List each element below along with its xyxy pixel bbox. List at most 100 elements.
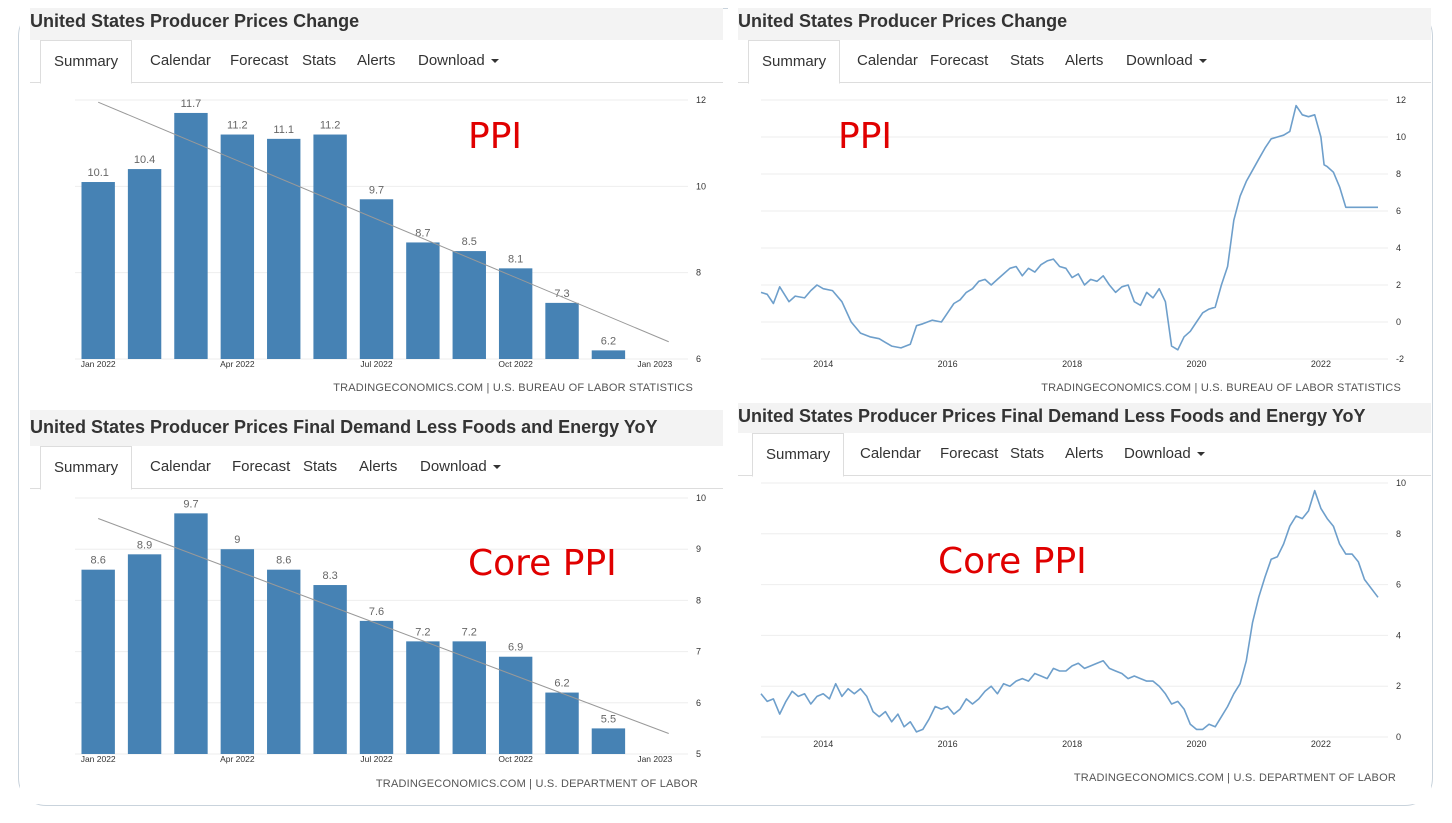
tab-label: Summary — [762, 53, 827, 70]
y-tick-label: 8 — [696, 268, 701, 278]
data-label: 8.7 — [415, 227, 430, 239]
bar — [498, 656, 533, 754]
annotation-label: PPI — [838, 116, 893, 157]
x-tick-label: 2020 — [1186, 359, 1206, 369]
x-tick-label: 2016 — [938, 359, 958, 369]
tab-bar: Summary Calendar Forecast Stats Alerts Downlo… — [30, 446, 723, 490]
tab-stats[interactable]: Stats — [1010, 40, 1044, 81]
data-label: 8.5 — [462, 236, 477, 248]
caret-down-icon — [1198, 59, 1207, 64]
tab-label: Summary — [766, 446, 831, 463]
tab-download[interactable]: Download — [418, 40, 499, 81]
tab-summary[interactable]: Summary — [40, 446, 133, 490]
tab-download[interactable]: Download — [420, 446, 501, 487]
y-tick-label: 10 — [1396, 478, 1406, 488]
tab-download[interactable]: Download — [1124, 433, 1205, 474]
bar — [452, 251, 486, 359]
bar — [406, 242, 440, 359]
y-tick-label: 2 — [1396, 681, 1401, 691]
tab-summary[interactable]: Summary — [752, 433, 845, 477]
y-tick-label: 7 — [696, 647, 701, 657]
tab-label: Stats — [302, 52, 337, 69]
series-line — [760, 489, 1379, 733]
y-tick-label: 8 — [1396, 529, 1401, 539]
tab-calendar[interactable]: Calendar — [857, 40, 918, 81]
x-tick-label: 2018 — [1062, 359, 1082, 369]
data-label: 8.1 — [508, 253, 523, 265]
source-credit[interactable]: TRADINGECONOMICS.COM | U.S. DEPARTMENT O… — [375, 778, 698, 790]
y-tick-label: 8 — [1396, 169, 1401, 179]
y-tick-label: 6 — [1396, 580, 1401, 590]
tab-alerts[interactable]: Alerts — [1065, 40, 1103, 81]
bar — [267, 569, 301, 754]
tab-bar: Summary Calendar Forecast Stats Alerts Downlo… — [738, 40, 1431, 84]
chart-line: -2 0 2 4 6 8 10 12 2014 2016 2018 2020 2022 — [760, 95, 1406, 369]
data-label: 9.7 — [369, 184, 384, 196]
annotation-label: Core PPI — [468, 543, 617, 584]
tab-label: Summary — [54, 459, 119, 476]
data-label: 11.1 — [273, 124, 294, 136]
bar — [452, 641, 486, 754]
y-tick-label: 6 — [696, 354, 701, 364]
trend-line — [97, 101, 669, 343]
tab-forecast[interactable]: Forecast — [232, 446, 290, 487]
tab-forecast[interactable]: Forecast — [230, 40, 288, 81]
bar — [174, 112, 208, 359]
y-tick-label: 10 — [696, 181, 706, 191]
source-credit[interactable]: TRADINGECONOMICS.COM | U.S. BUREAU OF LA… — [333, 382, 693, 394]
data-label: 8.9 — [137, 539, 152, 551]
bar — [267, 138, 301, 359]
tab-label: Stats — [303, 458, 338, 475]
tab-stats[interactable]: Stats — [302, 40, 336, 81]
data-label: 5.5 — [601, 713, 616, 725]
tab-summary[interactable]: Summary — [40, 40, 133, 84]
bar — [359, 199, 394, 359]
tab-alerts[interactable]: Alerts — [357, 40, 395, 81]
tab-alerts[interactable]: Alerts — [359, 446, 397, 487]
y-tick-label: 8 — [696, 595, 701, 605]
data-label: 11.2 — [227, 120, 248, 132]
chart-panel-1: United States Producer Prices Change Summ… — [20, 8, 723, 408]
tab-stats[interactable]: Stats — [1010, 433, 1044, 474]
tab-alerts[interactable]: Alerts — [1065, 433, 1103, 474]
tab-label: Download — [1126, 52, 1193, 69]
y-tick-label: 4 — [1396, 630, 1401, 640]
tab-label: Forecast — [940, 445, 999, 462]
bar — [313, 134, 347, 359]
data-label: 6.2 — [554, 678, 569, 690]
tab-label: Download — [420, 458, 487, 475]
data-label: 7.2 — [415, 626, 430, 638]
y-tick-label: 5 — [696, 749, 701, 759]
tab-calendar[interactable]: Calendar — [150, 40, 211, 81]
bar — [545, 692, 579, 754]
tab-bar: Summary Calendar Forecast Stats Alerts Downlo… — [738, 433, 1431, 477]
y-tick-label: 10 — [1396, 132, 1406, 142]
y-tick-label: 9 — [696, 544, 701, 554]
tab-label: Stats — [1010, 52, 1045, 69]
tab-calendar[interactable]: Calendar — [860, 433, 921, 474]
x-tick-label: Apr 2022 — [220, 754, 255, 764]
x-tick-label: Oct 2022 — [498, 754, 533, 764]
y-tick-label: 6 — [696, 698, 701, 708]
data-label: 11.2 — [320, 120, 341, 132]
data-label: 8.6 — [91, 555, 106, 567]
data-label: 8.3 — [322, 570, 337, 582]
y-tick-label: 4 — [1396, 243, 1401, 253]
bar — [545, 302, 579, 359]
y-tick-label: -2 — [1396, 354, 1404, 364]
tab-summary[interactable]: Summary — [748, 40, 841, 84]
tab-label: Forecast — [232, 458, 291, 475]
data-label: 6.2 — [601, 335, 616, 347]
tab-download[interactable]: Download — [1126, 40, 1207, 81]
source-credit[interactable]: TRADINGECONOMICS.COM | U.S. DEPARTMENT O… — [1073, 772, 1396, 784]
x-tick-label: Oct 2022 — [498, 359, 533, 369]
tab-forecast[interactable]: Forecast — [930, 40, 988, 81]
source-credit[interactable]: TRADINGECONOMICS.COM | U.S. BUREAU OF LA… — [1041, 382, 1401, 394]
bar — [220, 134, 255, 359]
tab-label: Download — [418, 52, 485, 69]
x-tick-label: 2014 — [813, 359, 833, 369]
tab-stats[interactable]: Stats — [303, 446, 337, 487]
x-tick-label: Jan 2022 — [81, 359, 116, 369]
tab-calendar[interactable]: Calendar — [150, 446, 211, 487]
tab-forecast[interactable]: Forecast — [940, 433, 998, 474]
